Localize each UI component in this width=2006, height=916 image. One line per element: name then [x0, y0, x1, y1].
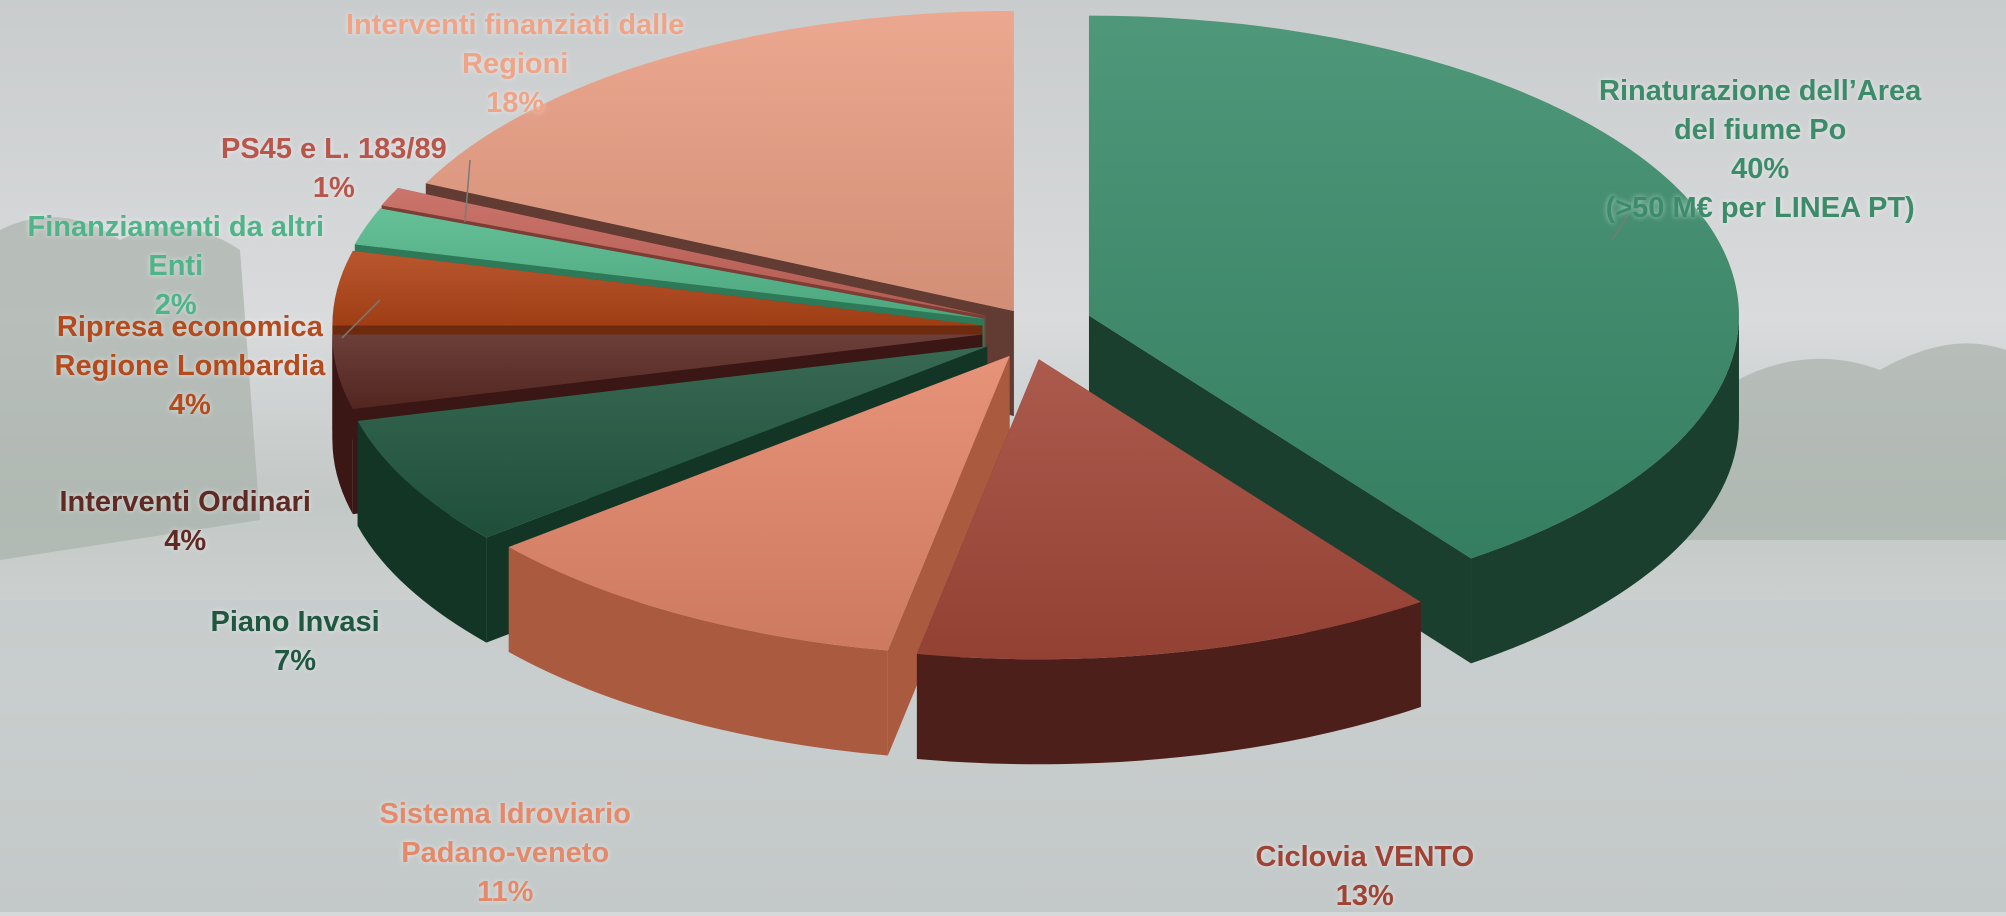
slice-label-ordinari: Interventi Ordinari 4% — [60, 483, 311, 561]
pie-slice-shade-regioni — [425, 11, 1014, 312]
slice-label-rinaturazione-line-2: 40% — [1731, 153, 1790, 185]
slice-label-lombardia-line-0: Ripresa economica — [56, 311, 323, 343]
pie-slice-rim-rinaturazione — [1471, 315, 1739, 664]
leader-line-ps45 — [464, 159, 471, 223]
slice-label-regioni: Interventi finanziati dalle Regioni 18% — [346, 6, 684, 123]
slice-label-ps45: PS45 e L. 183/89 1% — [221, 130, 447, 208]
slice-label-invasi-line-1: 7% — [274, 645, 317, 677]
slice-label-idroviario-line-0: Sistema Idroviario — [379, 798, 631, 830]
slice-label-vento: Ciclovia VENTO 13% — [1256, 838, 1475, 916]
slice-label-rinaturazione-line-0: Rinaturazione dell’Area — [1599, 75, 1922, 107]
pie-slice-shade-invasi — [357, 346, 988, 538]
pie-slice-shade-ps45 — [381, 187, 986, 316]
slice-label-ps45-line-0: PS45 e L. 183/89 — [221, 133, 447, 165]
slice-label-rinaturazione: Rinaturazione dell’Area del fiume Po 40% (>… — [1599, 72, 1921, 228]
pie-slice-shade-rinaturazione — [1088, 15, 1739, 559]
leader-line-lombardia — [341, 299, 381, 339]
pie-slice-rim-vento — [916, 601, 1421, 765]
slice-label-invasi: Piano Invasi 7% — [211, 603, 380, 681]
slice-label-vento-line-0: Ciclovia VENTO — [1255, 841, 1475, 873]
slice-label-altri-line-2: 2% — [154, 289, 197, 321]
leader-line-rinaturazione — [1611, 214, 1629, 241]
pie-slice-shade-lombardia — [332, 250, 983, 326]
slice-label-regioni-line-1: Regioni — [462, 48, 569, 80]
slice-label-idroviario-line-2: 11% — [476, 876, 534, 908]
slice-label-ps45-line-1: 1% — [312, 172, 355, 204]
slice-label-ordinari-line-1: 4% — [164, 525, 207, 557]
pie-slice-rim-invasi — [357, 420, 487, 643]
slice-label-lombardia: Ripresa economica Regione Lombardia 4% — [55, 308, 326, 425]
slice-label-lombardia-line-1: Regione Lombardia — [54, 350, 326, 382]
slice-label-lombardia-line-2: 4% — [168, 389, 211, 421]
slice-label-ordinari-line-0: Interventi Ordinari — [59, 486, 311, 518]
pie-slice-tops — [332, 11, 1739, 660]
slice-label-idroviario-line-1: Padano-veneto — [401, 837, 610, 869]
slice-label-idroviario: Sistema Idroviario Padano-veneto 11% — [380, 795, 631, 912]
pie-slice-rim-idroviario — [508, 547, 888, 756]
leader-lines — [341, 159, 1629, 339]
slice-label-vento-line-1: 13% — [1335, 880, 1394, 912]
slice-label-altri: Finanziamenti da altri Enti 2% — [28, 208, 325, 325]
pie-slice-shade-altri — [354, 208, 985, 319]
pie-slice-rim-ordinari — [332, 334, 353, 515]
pie-slice-shade-ordinari — [332, 334, 983, 410]
slice-label-altri-line-1: Enti — [148, 250, 204, 282]
pie-slice-shade-vento — [916, 359, 1421, 660]
slice-label-rinaturazione-line-3: (>50 M€ per LINEA PT) — [1605, 192, 1915, 224]
slice-label-regioni-line-0: Interventi finanziati dalle — [346, 9, 685, 41]
slice-label-rinaturazione-line-1: del fiume Po — [1673, 114, 1847, 146]
pie-slice-shade-idroviario — [508, 355, 1010, 651]
slice-label-invasi-line-0: Piano Invasi — [210, 606, 380, 638]
slice-label-altri-line-0: Finanziamenti da altri — [27, 211, 325, 243]
slice-label-regioni-line-2: 18% — [486, 87, 545, 119]
